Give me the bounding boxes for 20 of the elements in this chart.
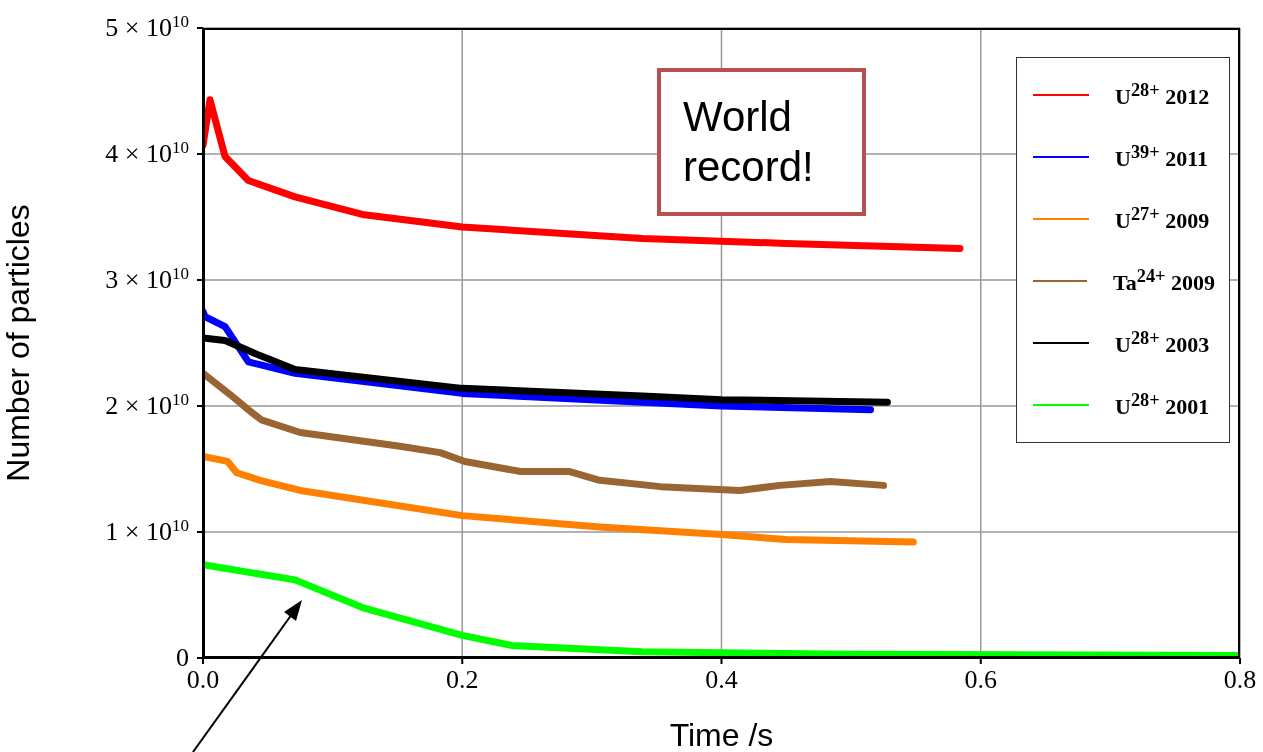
- y-tick-label: 1 × 10$^{10}$: [105, 515, 189, 546]
- legend-label: U$^{28+}$ 2003: [1115, 327, 1210, 358]
- y-tick-label: 2 × 10$^{10}$: [105, 389, 189, 420]
- x-tick-label: 0.2: [446, 665, 479, 694]
- y-tick-label: 3 × 10$^{10}$: [105, 263, 189, 294]
- legend-label: U$^{27+}$ 2009: [1115, 203, 1210, 234]
- y-tick-label: 4 × 10$^{10}$: [105, 137, 189, 168]
- x-tick-label: 0.0: [186, 665, 220, 694]
- legend-label: Ta$^{24+}$ 2009: [1113, 265, 1215, 296]
- x-axis-title: Time /s: [669, 717, 774, 752]
- y-axis-title: Number of particles: [0, 204, 37, 482]
- annotation: World record!: [657, 68, 866, 216]
- y-tick-label: 0: [176, 643, 189, 672]
- legend-label: U$^{28+}$ 2001: [1115, 389, 1210, 420]
- x-tick-label: 0.6: [964, 665, 997, 694]
- legend-label: U$^{28+}$ 2012: [1115, 79, 1210, 110]
- legend-label: U$^{39+}$ 2011: [1115, 141, 1208, 172]
- x-tick-label: 0.8: [1223, 665, 1257, 694]
- x-tick-label: 0.4: [705, 665, 738, 694]
- y-tick-label: 5 × 10$^{10}$: [105, 11, 189, 42]
